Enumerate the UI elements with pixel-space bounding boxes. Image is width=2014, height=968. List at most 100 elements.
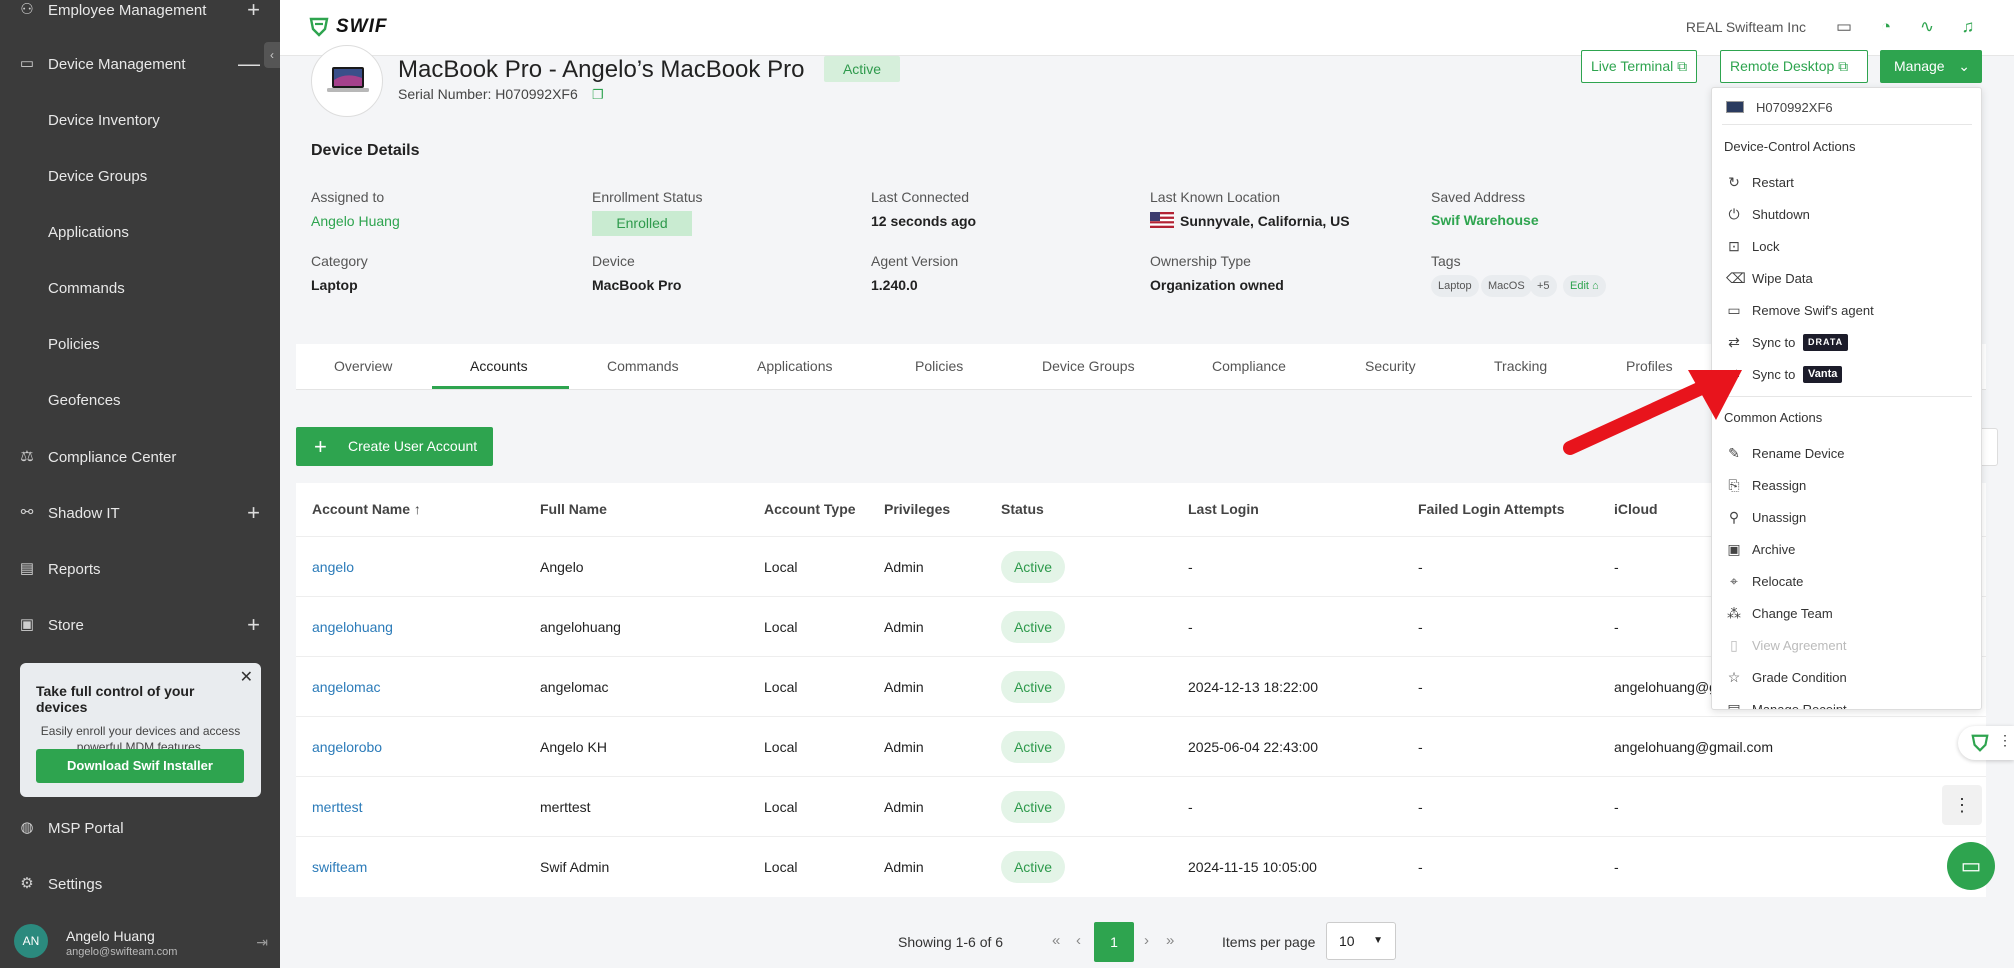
chat-icon[interactable]: ▭ <box>1835 17 1853 36</box>
icloud-cell: angelohuang@g <box>1614 679 1717 695</box>
manage-button[interactable]: Manage ⌄ <box>1880 50 1982 83</box>
menu-item-rename-device[interactable]: ✎ Rename Device <box>1712 438 1981 470</box>
tab-accounts[interactable]: Accounts <box>470 358 528 374</box>
sidebar-item-commands[interactable]: Commands <box>0 268 280 308</box>
privileges-cell: Admin <box>884 679 924 695</box>
expand-icon[interactable]: + <box>247 612 260 637</box>
copy-icon[interactable]: ❐ <box>592 87 604 102</box>
account-name-link[interactable]: swifteam <box>312 859 368 875</box>
menu-item-manage-receipt[interactable]: ▤ Manage Receipt <box>1712 694 1981 709</box>
tab-overview[interactable]: Overview <box>334 358 393 374</box>
next-page-icon[interactable]: › <box>1144 932 1149 949</box>
last-login-cell: 2024-12-13 18:22:00 <box>1188 679 1318 695</box>
account-name-link[interactable]: angelo <box>312 559 355 575</box>
menu-item-change-team[interactable]: ⁂ Change Team <box>1712 598 1981 630</box>
menu-item-wipe-data[interactable]: ⌫ Wipe Data <box>1712 263 1981 295</box>
sidebar-item-settings[interactable]: ⚙ Settings <box>0 864 280 904</box>
tab-device-groups[interactable]: Device Groups <box>1042 358 1135 374</box>
edit-tags-button[interactable]: Edit ⌂ <box>1563 275 1606 297</box>
last-login-cell: 2024-11-15 10:05:00 <box>1188 859 1317 875</box>
account-name-link[interactable]: angelohuang <box>312 619 393 635</box>
create-user-account-button[interactable]: + Create User Account <box>296 427 493 466</box>
menu-item-grade-condition[interactable]: ☆ Grade Condition <box>1712 662 1981 694</box>
menu-item-relocate[interactable]: ⌖ Relocate <box>1712 566 1981 598</box>
menu-item-unassign[interactable]: ⚲ Unassign <box>1712 502 1981 534</box>
items-per-page-select[interactable]: 10 ▼ <box>1326 922 1396 960</box>
download-installer-button[interactable]: Download Swif Installer <box>36 749 244 783</box>
menu-item-label: View Agreement <box>1752 638 1847 653</box>
sidebar-collapse-button[interactable]: ‹ <box>264 42 280 68</box>
drag-handle-icon[interactable]: ⋮ <box>1998 732 2012 748</box>
sidebar-item-device-inventory[interactable]: Device Inventory <box>0 100 280 140</box>
sidebar-item-policies[interactable]: Policies <box>0 324 280 364</box>
external-link-icon: ⧉ <box>1838 58 1849 74</box>
menu-item-remove-agent[interactable]: ▭ Remove Swif's agent <box>1712 295 1981 327</box>
row-actions-kebab-icon[interactable]: ⋮ <box>1942 785 1982 825</box>
sidebar-item-reports[interactable]: ▤ Reports <box>0 549 280 589</box>
logout-icon[interactable]: ⇥ <box>256 934 268 950</box>
account-name-link[interactable]: angelorobo <box>312 739 383 755</box>
bell-icon[interactable]: ♫ <box>1961 17 1975 36</box>
tab-compliance[interactable]: Compliance <box>1212 358 1286 374</box>
table-row: angelorobo Angelo KH Local Admin Active … <box>296 716 1986 776</box>
tab-commands[interactable]: Commands <box>607 358 679 374</box>
sidebar-item-device-groups[interactable]: Device Groups <box>0 156 280 196</box>
column-header-account-name[interactable]: Account Name ↑ <box>312 501 421 517</box>
menu-divider <box>1722 124 1972 125</box>
page-number-button[interactable]: 1 <box>1094 922 1134 962</box>
tab-security[interactable]: Security <box>1365 358 1416 374</box>
sidebar-item-shadow-it[interactable]: ⚯ Shadow IT + <box>0 493 280 533</box>
swif-logo-icon <box>1971 734 1989 752</box>
sidebar-item-device-management[interactable]: ▭ Device Management — <box>0 44 280 84</box>
expand-icon[interactable]: + <box>247 0 260 22</box>
tab-tracking[interactable]: Tracking <box>1494 358 1548 374</box>
sidebar-item-compliance-center[interactable]: ⚖ Compliance Center <box>0 437 280 477</box>
sidebar-item-geofences[interactable]: Geofences <box>0 380 280 420</box>
sync-icon: ⇄ <box>1728 334 1740 350</box>
assigned-to-label: Assigned to <box>311 189 385 205</box>
previous-page-icon[interactable]: ‹ <box>1076 932 1081 949</box>
swif-widget-tab[interactable]: ⋮ <box>1958 726 2014 760</box>
failed-login-cell: - <box>1418 739 1423 755</box>
user-email: angelo@swifteam.com <box>66 946 178 958</box>
menu-item-sync-drata[interactable]: ⇄ Sync to DRATA <box>1712 327 1981 359</box>
menu-item-shutdown[interactable]: ⏻ Shutdown <box>1712 199 1981 231</box>
page-title: MacBook Pro - Angelo’s MacBook Pro <box>398 56 805 83</box>
menu-item-lock[interactable]: ⊡ Lock <box>1712 231 1981 263</box>
remote-desktop-button[interactable]: Remote Desktop ⧉ <box>1720 50 1868 83</box>
menu-item-sync-vanta[interactable]: ⇄ Sync to Vanta <box>1712 359 1981 391</box>
chat-support-button[interactable]: ▭ <box>1947 842 1995 890</box>
us-flag-icon <box>1150 212 1174 228</box>
menu-item-archive[interactable]: ▣ Archive <box>1712 534 1981 566</box>
expand-icon[interactable]: + <box>247 500 260 525</box>
menu-item-label: Rename Device <box>1752 446 1845 461</box>
menu-item-label: Archive <box>1752 542 1796 557</box>
lightbulb-icon[interactable]: ◔ <box>1880 17 1892 36</box>
organization-name[interactable]: REAL Swifteam Inc <box>1685 19 1806 35</box>
tab-applications[interactable]: Applications <box>757 358 833 374</box>
account-name-link[interactable]: angelomac <box>312 679 381 695</box>
account-name-link[interactable]: merttest <box>312 799 363 815</box>
activity-icon[interactable]: ∿ <box>1919 17 1935 36</box>
saved-address-link[interactable]: Swif Warehouse <box>1431 212 1539 228</box>
tab-policies[interactable]: Policies <box>915 358 964 374</box>
close-icon[interactable]: ✕ <box>239 669 253 686</box>
first-page-icon[interactable]: « <box>1052 932 1061 949</box>
live-terminal-button[interactable]: Live Terminal ⧉ <box>1581 50 1698 83</box>
menu-item-restart[interactable]: ↻ Restart <box>1712 167 1981 199</box>
menu-item-reassign[interactable]: ⎘ Reassign <box>1712 470 1981 502</box>
sidebar-item-msp-portal[interactable]: ◍ MSP Portal <box>0 808 280 848</box>
tag-more-chip[interactable]: +5 <box>1530 275 1557 297</box>
sidebar-item-store[interactable]: ▣ Store + <box>0 605 280 645</box>
sidebar-item-applications[interactable]: Applications <box>0 212 280 252</box>
last-page-icon[interactable]: » <box>1166 932 1175 949</box>
assigned-to-link[interactable]: Angelo Huang <box>311 213 400 229</box>
collapse-icon[interactable]: — <box>238 51 260 76</box>
user-profile[interactable]: AN Angelo Huang angelo@swifteam.com ⇥ <box>0 910 280 968</box>
accounts-table: Account Name ↑ Full Name Account Type Pr… <box>296 483 1986 897</box>
tab-profiles[interactable]: Profiles <box>1626 358 1673 374</box>
logo[interactable]: SWIF <box>308 16 388 38</box>
ownership-type-value: Organization owned <box>1150 277 1284 293</box>
sidebar-item-employee-management[interactable]: ⚇ Employee Management + <box>0 0 280 30</box>
items-per-page-label: Items per page <box>1222 934 1316 950</box>
